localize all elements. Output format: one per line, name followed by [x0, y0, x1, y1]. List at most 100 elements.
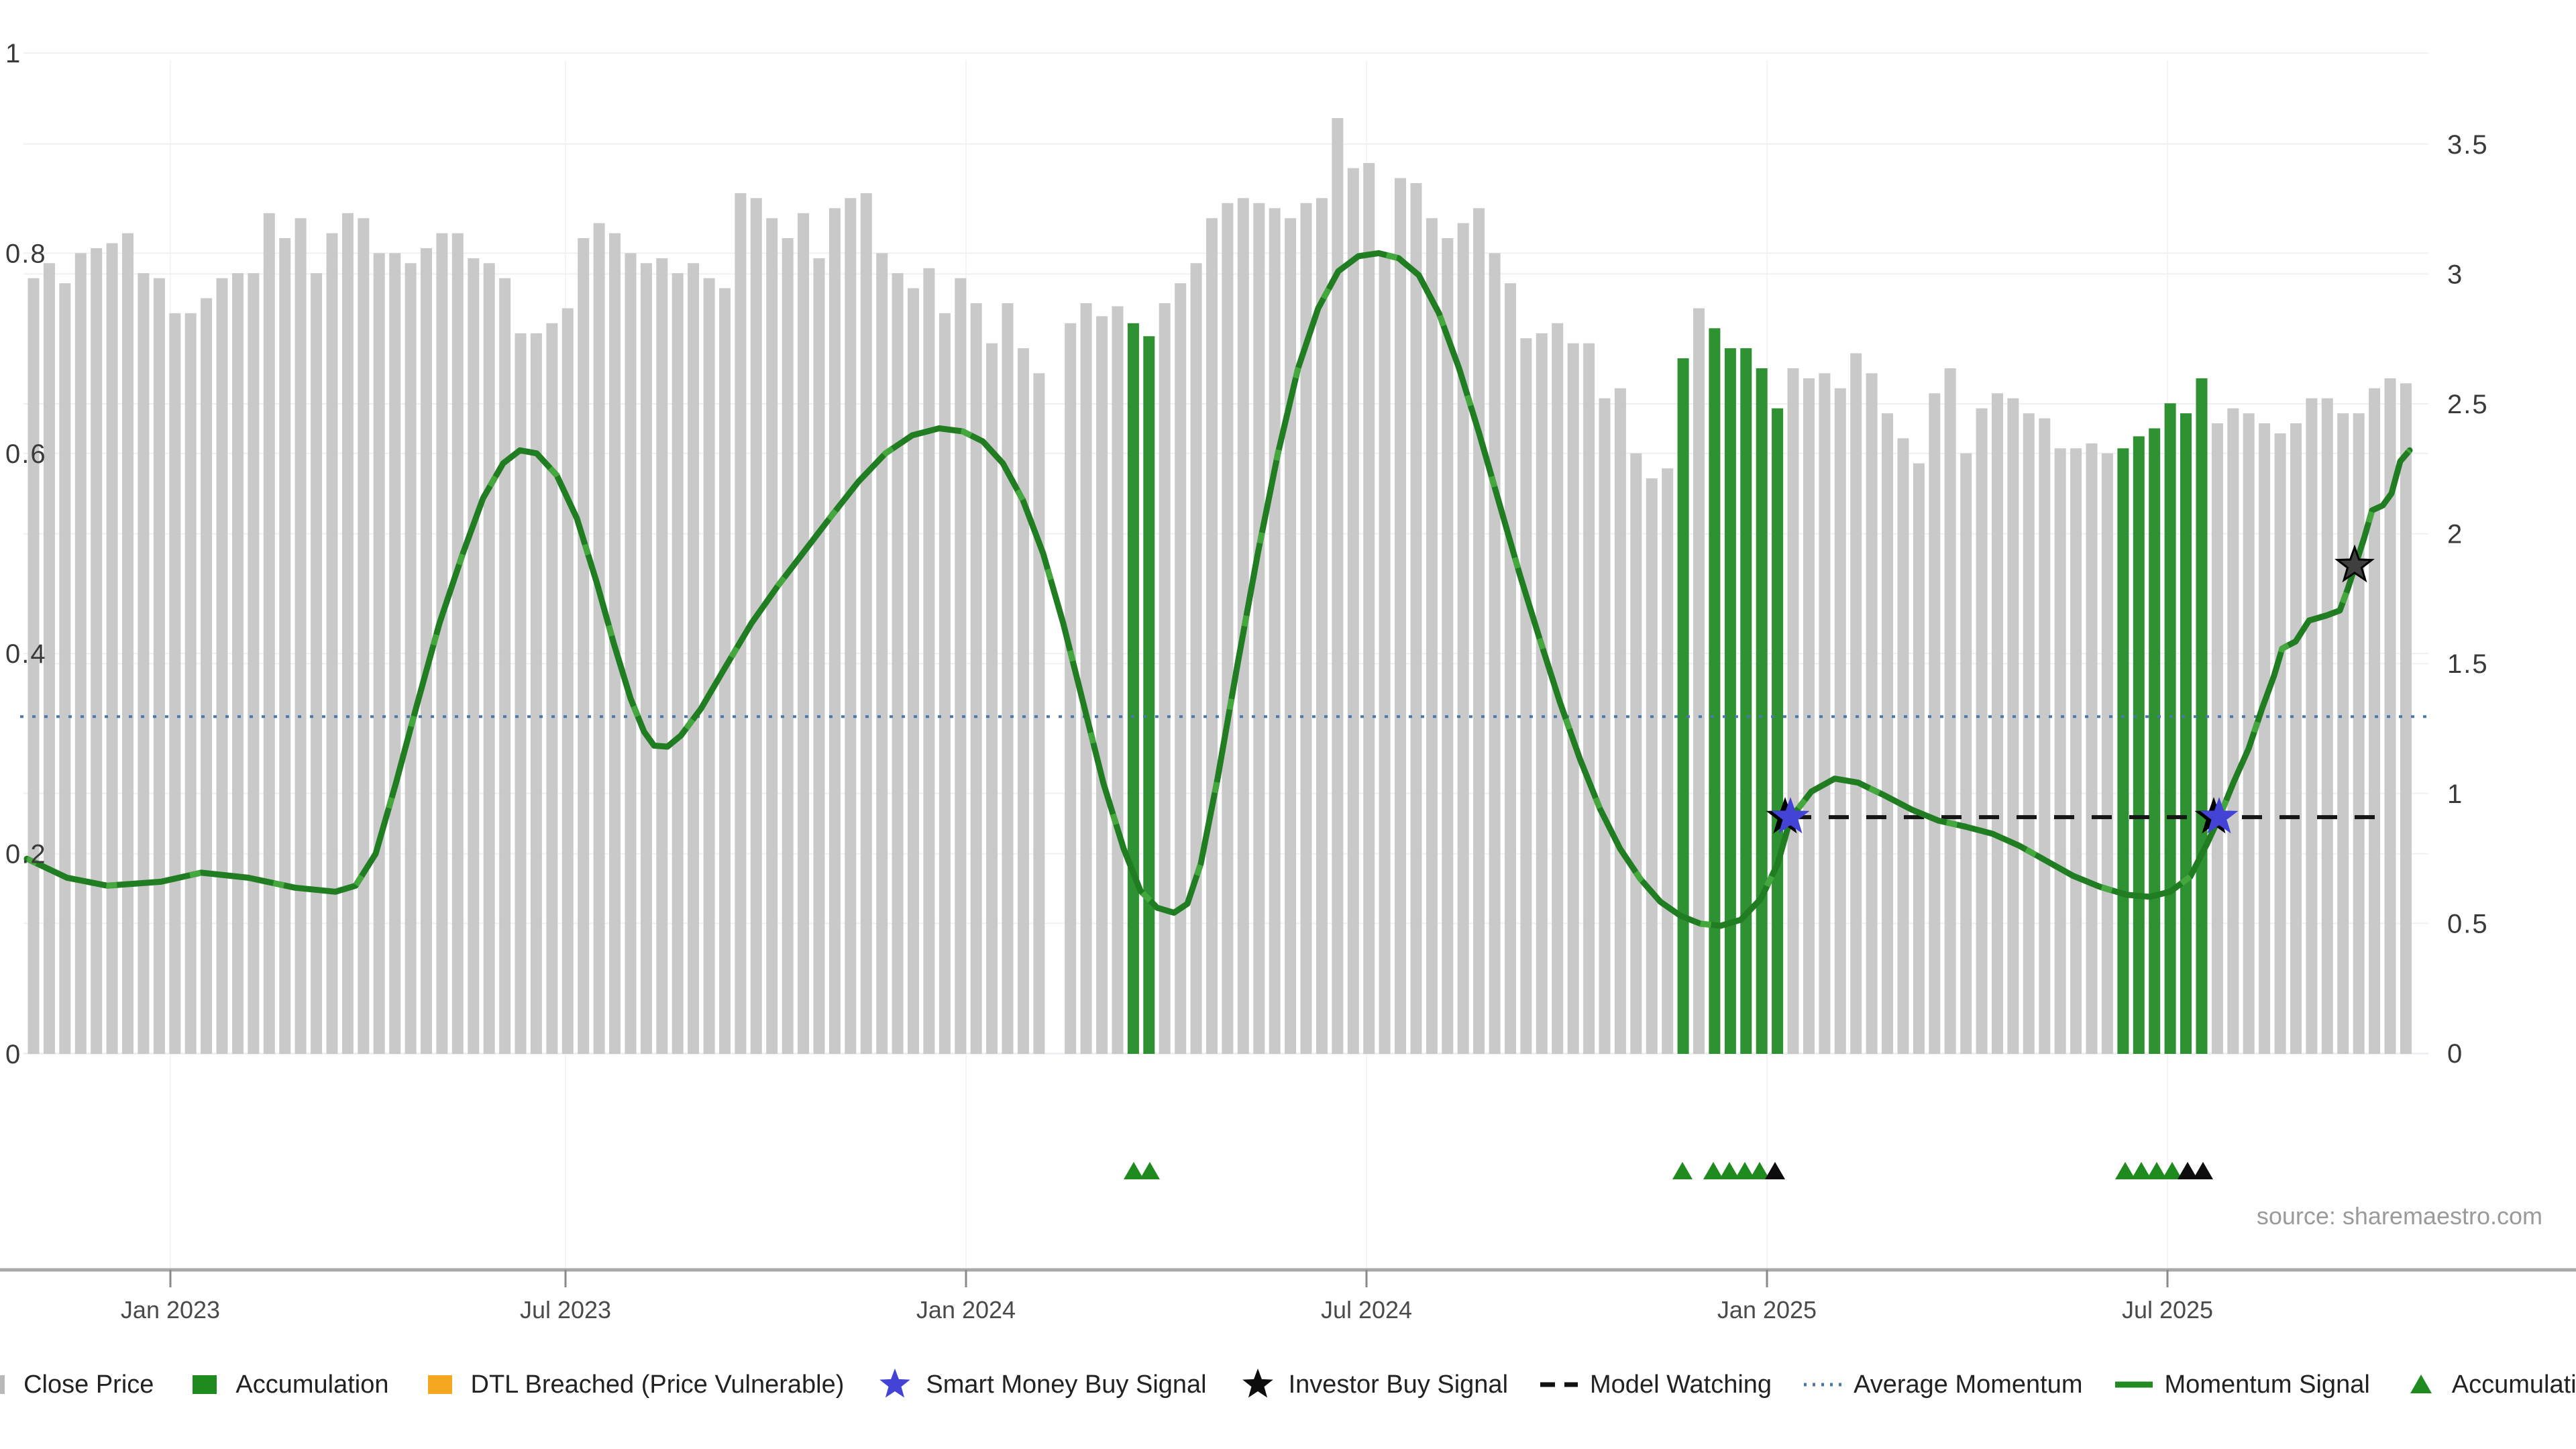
legend-item-investor-buy-signal[interactable]: Investor Buy Signal	[1236, 1367, 1508, 1402]
close-price-bar	[201, 298, 213, 1054]
investor-triangle	[1765, 1162, 1785, 1179]
accumulation-bar	[2149, 428, 2161, 1054]
close-price-bar	[2259, 423, 2271, 1054]
legend-item-average-momentum[interactable]: Average Momentum	[1801, 1367, 2083, 1402]
close-price-bar	[1410, 183, 1422, 1054]
legend-item-dtl-breached-price-vulnerable-[interactable]: DTL Breached (Price Vulnerable)	[419, 1367, 844, 1402]
close-price-bar	[1960, 453, 1972, 1054]
close-price-bar	[2337, 413, 2349, 1054]
close-price-bar	[845, 198, 857, 1054]
close-price-bar	[640, 263, 652, 1054]
close-price-bar	[2400, 383, 2412, 1054]
legend-label: Close Price	[23, 1370, 154, 1399]
close-price-bar	[2353, 413, 2365, 1054]
x-tick-label: Jan 2025	[1717, 1296, 1817, 1324]
left-axis-label: 0.2	[5, 840, 47, 869]
close-price-bar	[735, 193, 747, 1054]
legend-label: Accumulation	[235, 1370, 389, 1399]
close-price-bar	[1253, 203, 1265, 1054]
close-price-bar	[656, 258, 668, 1054]
close-price-bar	[625, 253, 637, 1054]
close-price-bar	[1473, 208, 1485, 1054]
close-price-bar	[1175, 283, 1187, 1055]
close-price-bar	[672, 273, 684, 1055]
close-price-bar	[1976, 408, 1988, 1054]
close-price-bar	[483, 263, 495, 1054]
close-price-bar	[468, 258, 480, 1054]
close-price-bar	[1489, 253, 1501, 1054]
close-price-bar	[2227, 408, 2239, 1054]
close-price-bar	[2243, 413, 2255, 1054]
accumulation-bar	[1127, 323, 1139, 1054]
accumulation-bar	[1724, 348, 1736, 1054]
close-price-bar	[1850, 353, 1862, 1054]
left-axis-label: 0.4	[5, 639, 47, 669]
legend-label: Investor Buy Signal	[1288, 1370, 1509, 1399]
right-axis-label: 1	[2447, 780, 2463, 809]
close-price-bar	[1536, 333, 1548, 1054]
close-price-bar	[2321, 398, 2333, 1054]
legend-item-momentum-signal[interactable]: Momentum Signal	[2112, 1367, 2370, 1402]
close-price-bar	[91, 248, 103, 1054]
right-axis-label: 3.5	[2447, 130, 2489, 160]
close-price-bar	[1693, 308, 1705, 1054]
legend-item-accumulation[interactable]: Accumulation	[2400, 1367, 2576, 1402]
close-price-bar	[2023, 413, 2035, 1054]
close-price-bar	[499, 278, 511, 1055]
close-price-bar	[216, 278, 228, 1055]
close-price-bar	[358, 218, 370, 1055]
close-price-bar	[813, 258, 825, 1054]
legend-item-accumulation[interactable]: Accumulation	[183, 1367, 389, 1402]
close-price-bar	[184, 313, 197, 1054]
close-price-bar	[1897, 438, 1909, 1054]
right-axis-label: 1.5	[2447, 649, 2489, 679]
right-axis-label: 3	[2447, 260, 2463, 289]
close-price-bar	[1065, 323, 1077, 1054]
accumulation-bar	[2180, 413, 2192, 1054]
close-price-bar	[1442, 238, 1454, 1054]
close-price-bar	[1269, 208, 1281, 1054]
close-price-bar	[593, 223, 605, 1055]
chart-legend: Close Price Accumulation DTL Breached (Pri…	[0, 1367, 2576, 1402]
left-axis-label: 0.8	[5, 239, 47, 268]
legend-item-smart-money-buy-signal[interactable]: Smart Money Buy Signal	[873, 1367, 1207, 1402]
accumulation-bar	[2117, 448, 2129, 1054]
close-price-bar	[2070, 448, 2082, 1054]
close-price-bar	[530, 333, 542, 1054]
close-price-bar	[232, 273, 244, 1055]
close-price-bar	[405, 263, 417, 1054]
left-axis-label: 1	[5, 39, 21, 68]
close-price-bar	[798, 213, 810, 1055]
accumulation-triangle	[2162, 1162, 2182, 1179]
close-price-bar	[1614, 388, 1626, 1054]
close-price-bar	[923, 268, 935, 1054]
close-price-bar	[1866, 373, 1878, 1054]
close-price-bar	[74, 253, 87, 1054]
close-price-bar	[1033, 373, 1045, 1054]
left-axis-label: 0.6	[5, 439, 47, 469]
close-price-bar	[2211, 423, 2223, 1054]
close-price-bar	[561, 308, 574, 1054]
accumulation-bar	[1740, 348, 1752, 1054]
close-price-bar	[1347, 168, 1359, 1055]
right-axis-label: 0.5	[2447, 909, 2489, 938]
legend-label: Momentum Signal	[2164, 1370, 2370, 1399]
gray-square-icon	[0, 1375, 5, 1394]
accumulation-bar	[2196, 378, 2208, 1054]
close-price-bar	[1567, 343, 1579, 1055]
legend-item-close-price[interactable]: Close Price	[0, 1367, 154, 1402]
close-price-bar	[1395, 178, 1406, 1054]
close-price-bar	[986, 343, 998, 1055]
close-price-bar	[451, 233, 464, 1055]
investor-triangle	[2193, 1162, 2213, 1179]
close-price-bar	[688, 263, 700, 1054]
close-price-bar	[1300, 203, 1312, 1054]
x-tick-label: Jan 2024	[916, 1296, 1016, 1324]
accumulation-triangle	[1140, 1162, 1160, 1179]
close-price-bar	[341, 213, 354, 1055]
legend-item-model-watching[interactable]: Model Watching	[1538, 1367, 1772, 1402]
dot-line-icon	[1804, 1383, 1842, 1387]
accumulation-triangle	[2115, 1162, 2135, 1179]
accumulation-triangle	[1719, 1162, 1739, 1179]
